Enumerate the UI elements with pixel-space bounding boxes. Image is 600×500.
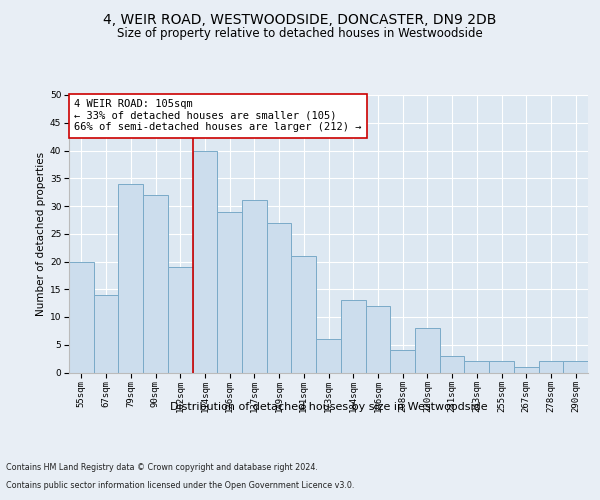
Text: Contains public sector information licensed under the Open Government Licence v3: Contains public sector information licen… xyxy=(6,481,355,490)
Bar xyxy=(69,262,94,372)
Bar xyxy=(118,184,143,372)
Text: Contains HM Land Registry data © Crown copyright and database right 2024.: Contains HM Land Registry data © Crown c… xyxy=(6,464,318,472)
Bar xyxy=(390,350,415,372)
Bar xyxy=(514,367,539,372)
Bar xyxy=(341,300,365,372)
Bar xyxy=(242,200,267,372)
Bar xyxy=(563,362,588,372)
Y-axis label: Number of detached properties: Number of detached properties xyxy=(35,152,46,316)
Bar xyxy=(316,339,341,372)
Bar xyxy=(539,362,563,372)
Text: Distribution of detached houses by size in Westwoodside: Distribution of detached houses by size … xyxy=(170,402,488,412)
Bar xyxy=(267,222,292,372)
Text: Size of property relative to detached houses in Westwoodside: Size of property relative to detached ho… xyxy=(117,28,483,40)
Bar xyxy=(217,212,242,372)
Text: 4, WEIR ROAD, WESTWOODSIDE, DONCASTER, DN9 2DB: 4, WEIR ROAD, WESTWOODSIDE, DONCASTER, D… xyxy=(103,12,497,26)
Bar xyxy=(292,256,316,372)
Bar xyxy=(94,295,118,372)
Bar xyxy=(489,362,514,372)
Bar xyxy=(464,362,489,372)
Bar xyxy=(143,195,168,372)
Bar xyxy=(193,150,217,372)
Text: 4 WEIR ROAD: 105sqm
← 33% of detached houses are smaller (105)
66% of semi-detac: 4 WEIR ROAD: 105sqm ← 33% of detached ho… xyxy=(74,99,362,132)
Bar xyxy=(440,356,464,372)
Bar xyxy=(168,267,193,372)
Bar xyxy=(415,328,440,372)
Bar xyxy=(365,306,390,372)
